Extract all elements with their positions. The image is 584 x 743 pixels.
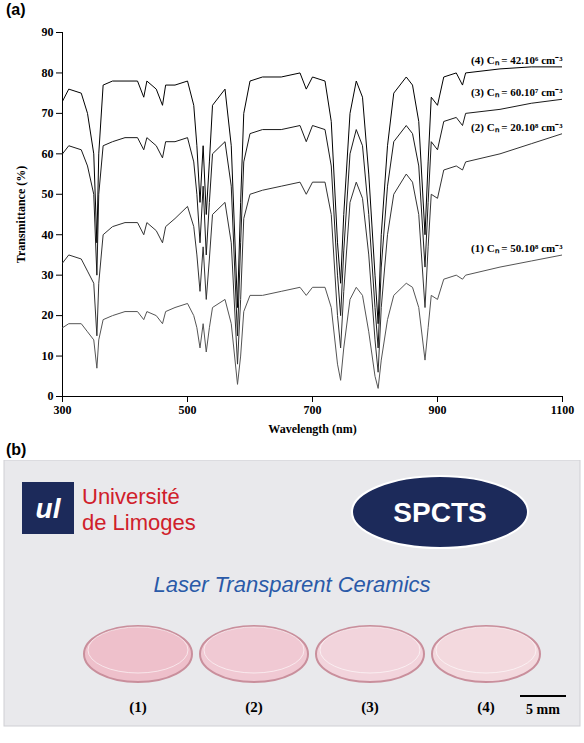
svg-text:50: 50 (42, 187, 54, 201)
svg-text:90: 90 (42, 25, 54, 39)
svg-text:(1): (1) (129, 699, 147, 716)
svg-text:(2) Cₙ = 20.10⁸ cm⁻³: (2) Cₙ = 20.10⁸ cm⁻³ (471, 121, 563, 134)
svg-text:(3): (3) (361, 699, 379, 716)
svg-text:70: 70 (42, 106, 54, 120)
svg-text:500: 500 (179, 403, 197, 417)
svg-text:30: 30 (42, 268, 54, 282)
svg-text:Wavelength (nm): Wavelength (nm) (268, 422, 356, 436)
svg-text:0: 0 (48, 389, 54, 403)
svg-text:(4): (4) (477, 699, 495, 716)
svg-text:5 mm: 5 mm (526, 702, 560, 717)
svg-text:1100: 1100 (551, 403, 574, 417)
svg-text:(4) Cₙ = 42.10⁶ cm⁻³: (4) Cₙ = 42.10⁶ cm⁻³ (471, 54, 563, 67)
svg-text:(1) Cₙ = 50.10⁸ cm⁻³: (1) Cₙ = 50.10⁸ cm⁻³ (471, 242, 563, 255)
svg-text:10: 10 (42, 349, 54, 363)
svg-text:300: 300 (54, 403, 72, 417)
html-text:(a): (a) (6, 1, 26, 18)
svg-text:60: 60 (42, 147, 54, 161)
svg-text:SPCTS: SPCTS (393, 497, 486, 528)
svg-text:(3) Cₙ = 60.10⁷ cm⁻³: (3) Cₙ = 60.10⁷ cm⁻³ (471, 86, 563, 99)
svg-text:80: 80 (42, 66, 54, 80)
svg-text:900: 900 (429, 403, 447, 417)
html-text:(b): (b) (6, 441, 27, 458)
svg-text:20: 20 (42, 308, 54, 322)
svg-text:de Limoges: de Limoges (82, 510, 196, 535)
svg-text:40: 40 (42, 228, 54, 242)
svg-text:Laser Transparent Ceramics: Laser Transparent Ceramics (153, 572, 430, 597)
svg-text:(2): (2) (245, 699, 263, 716)
svg-text:ul: ul (36, 493, 62, 524)
svg-text:Transmittance (%): Transmittance (%) (14, 166, 28, 263)
svg-text:700: 700 (304, 403, 322, 417)
svg-text:Université: Université (82, 484, 180, 509)
